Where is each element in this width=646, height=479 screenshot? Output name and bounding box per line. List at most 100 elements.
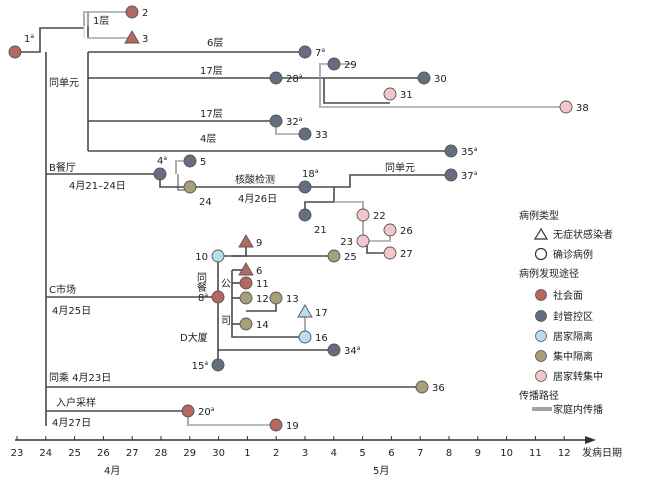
axis-tick-label-25: 25 xyxy=(68,448,81,459)
annotation-market-c-date: 4月25日 xyxy=(52,305,91,317)
case-node-15 xyxy=(211,358,225,372)
case-label-7: 7a xyxy=(315,47,325,59)
case-label-33: 33 xyxy=(315,130,328,141)
axis-tick-label-28: 28 xyxy=(155,448,168,459)
axis-month-may: 5月 xyxy=(373,465,389,477)
case-label-30: 30 xyxy=(434,74,447,85)
case-label-14: 14 xyxy=(256,320,269,331)
axis-tick-label-11: 11 xyxy=(529,448,542,459)
annotation-floor17a: 17层 xyxy=(200,65,223,77)
axis-tick-label-12: 12 xyxy=(558,448,571,459)
case-node-34 xyxy=(327,343,341,357)
line-to-16 xyxy=(231,270,305,338)
case-node-23 xyxy=(356,234,370,248)
case-label-34: 34a xyxy=(344,345,361,357)
legend-discovery-title: 病例发现途径 xyxy=(519,267,579,280)
case-label-22: 22 xyxy=(373,211,386,222)
case-node-2 xyxy=(125,5,139,19)
case-label-10: 10 xyxy=(195,252,208,263)
case-node-28 xyxy=(269,71,283,85)
legend-central-isolation-swatch xyxy=(535,350,547,362)
annotation-same-unit-2: 同单元 xyxy=(385,162,415,174)
case-node-6 xyxy=(238,262,254,276)
case-node-17 xyxy=(297,304,313,318)
case-node-9 xyxy=(238,234,254,248)
annotation-same-table: 同餐 xyxy=(195,272,207,293)
case-node-19 xyxy=(269,418,283,432)
axis-tick-label-3: 3 xyxy=(302,448,308,459)
case-node-20 xyxy=(181,404,195,418)
axis-tick-label-26: 26 xyxy=(97,448,110,459)
case-label-6: 6 xyxy=(256,266,262,277)
annotation-floor1: 1层 xyxy=(93,15,109,27)
legend: 病例类型 无症状感染者 确诊病例 病例发现途径 社会面 封管控区 居家隔离 集中… xyxy=(519,209,613,416)
case-label-3: 3 xyxy=(142,34,148,45)
axis-tick-label-5: 5 xyxy=(359,448,365,459)
case-label-5: 5 xyxy=(200,157,206,168)
legend-community: 社会面 xyxy=(553,289,583,302)
axis-tick-label-10: 10 xyxy=(500,448,513,459)
case-node-16 xyxy=(298,330,312,344)
case-node-10 xyxy=(211,249,225,263)
legend-controlled-swatch xyxy=(535,310,547,322)
case-node-11 xyxy=(239,276,253,290)
axis-month-april: 4月 xyxy=(104,465,120,477)
axis-tick-label-27: 27 xyxy=(126,448,139,459)
case-label-19: 19 xyxy=(286,421,299,432)
legend-triangle-icon xyxy=(533,227,549,240)
case-label-8: 8a xyxy=(198,292,208,304)
case-nodes xyxy=(8,5,573,432)
case-node-37 xyxy=(444,168,458,182)
line-to-3 xyxy=(87,26,132,39)
case-label-18: 18a xyxy=(302,168,319,180)
legend-case-type-title: 病例类型 xyxy=(519,209,559,222)
axis-tick-label-2: 2 xyxy=(273,448,279,459)
case-label-11: 11 xyxy=(256,279,269,290)
case-label-2: 2 xyxy=(142,8,148,19)
date-axis: 23 24 25 26 27 28 29 30 1 2 3 4 5 6 7 8 9 10 11 12 发病日期 4月 … xyxy=(11,436,622,477)
axis-tick-label-7: 7 xyxy=(417,448,423,459)
axis-tick-label-9: 9 xyxy=(475,448,481,459)
annotation-market-c: C市场 xyxy=(49,283,76,296)
case-label-38: 38 xyxy=(576,103,589,114)
axis-tick-label-24: 24 xyxy=(39,448,52,459)
case-node-22 xyxy=(356,208,370,222)
axis-tick-label-8: 8 xyxy=(446,448,452,459)
case-label-32: 32a xyxy=(286,116,303,128)
annotation-nucleic-test-date: 4月26日 xyxy=(238,193,277,205)
case-node-31 xyxy=(383,87,397,101)
case-label-31: 31 xyxy=(400,90,413,101)
case-node-33 xyxy=(298,127,312,141)
case-label-24: 24 xyxy=(199,197,212,208)
annotation-building-d: D大厦 xyxy=(180,331,208,344)
case-node-29 xyxy=(327,57,341,71)
case-node-27 xyxy=(383,246,397,260)
case-node-24 xyxy=(183,180,197,194)
annotation-household-sampling-date: 4月27日 xyxy=(52,417,91,429)
legend-path-title: 传播路径 xyxy=(519,389,559,402)
axis-tick-label-6: 6 xyxy=(388,448,394,459)
case-label-21: 21 xyxy=(314,225,327,236)
family-path-overlay xyxy=(83,11,566,426)
legend-controlled: 封管控区 xyxy=(553,310,593,323)
line-to-31 xyxy=(323,78,390,104)
case-node-21 xyxy=(298,208,312,222)
legend-family: 家庭内传播 xyxy=(553,403,603,416)
annotation-floor4: 4层 xyxy=(200,133,216,145)
annotation-floor17b: 17层 xyxy=(200,108,223,120)
case-node-25 xyxy=(327,249,341,263)
annotation-same-ride: 同乘 4月23日 xyxy=(49,372,111,384)
case-node-4 xyxy=(153,167,167,181)
case-node-35 xyxy=(444,144,458,158)
axis-xlabel: 发病日期 xyxy=(582,446,622,459)
axis-tick-label-1: 1 xyxy=(244,448,250,459)
case-node-1 xyxy=(8,45,22,59)
annotation-company: 司 xyxy=(221,316,231,327)
case-node-3 xyxy=(124,30,140,44)
axis-ticks: 23 24 25 26 27 28 29 30 1 2 3 4 5 6 7 8 9 10 11 12 xyxy=(11,436,571,459)
case-label-37: 37a xyxy=(461,170,478,182)
case-node-7 xyxy=(298,45,312,59)
case-label-13: 13 xyxy=(286,294,299,305)
